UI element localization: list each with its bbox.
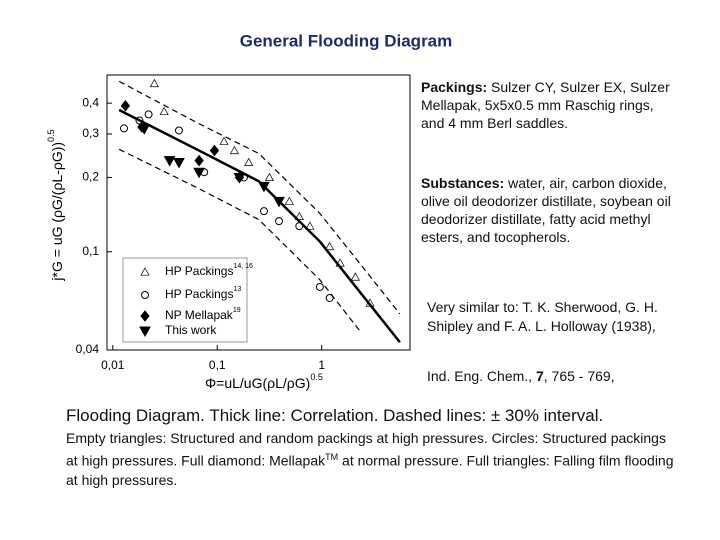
legend-name: HP Packings	[165, 264, 233, 278]
point	[315, 282, 324, 291]
point	[209, 144, 220, 157]
point	[138, 124, 151, 135]
interval-line	[118, 80, 401, 315]
point	[273, 196, 285, 208]
correlation-line	[118, 108, 401, 344]
legend-ref: 13	[233, 286, 241, 293]
legend-ref: 19	[233, 307, 241, 314]
point	[264, 172, 275, 181]
point	[305, 221, 315, 230]
point	[294, 211, 304, 221]
legend-marker	[140, 267, 150, 276]
point	[284, 196, 294, 205]
packings-head: Packings:	[421, 79, 488, 95]
legend-name: NP Mellapak	[165, 308, 234, 322]
point	[159, 106, 169, 116]
trademark: TM	[325, 452, 339, 462]
journal: Ind. Eng. Chem.,	[427, 368, 533, 384]
x-axis-label-exp: 0.5	[310, 372, 323, 382]
point	[350, 272, 360, 281]
plot-frame	[106, 74, 411, 351]
legend-name: HP Packings	[165, 287, 233, 301]
point	[135, 116, 144, 125]
point	[365, 298, 375, 307]
legend-name: This work	[165, 323, 217, 337]
legend-label: This work	[165, 323, 217, 337]
y-tick-label: 0,04	[76, 342, 100, 356]
x-tick-label: 0,01	[101, 358, 125, 372]
legend-marker	[141, 291, 149, 299]
point	[229, 145, 240, 155]
point	[233, 172, 246, 184]
point	[173, 157, 185, 169]
legend-label: NP Mellapak19	[165, 307, 241, 322]
legend-label: HP Packings14, 16	[165, 263, 253, 278]
point	[258, 181, 270, 193]
point	[174, 126, 183, 135]
point	[295, 222, 304, 231]
caption-title: Flooding Diagram. Thick line: Correlatio…	[66, 406, 604, 425]
packings-note: Packings: Sulzer CY, Sulzer EX, Sulzer M…	[421, 78, 671, 132]
y-axis-label-main: j*G = uG (ρG/(ρL-ρG))	[49, 142, 65, 282]
point	[119, 124, 128, 133]
point	[259, 207, 268, 216]
caption-body: Empty triangles: Structured and random p…	[66, 429, 676, 490]
point	[120, 100, 131, 112]
substances-text: water, air, carbon dioxide, olive oil de…	[421, 175, 671, 245]
point	[325, 241, 335, 251]
packings-text: Sulzer CY, Sulzer EX, Sulzer Mellapak, 5…	[421, 79, 670, 131]
y-tick-label: 0,2	[82, 170, 99, 184]
point	[194, 154, 204, 167]
y-tick-label: 0,1	[82, 244, 99, 258]
x-tick-label: 0,1	[209, 358, 226, 372]
legend-label: HP Packings13	[165, 286, 241, 301]
legend-ref: 14, 16	[233, 263, 253, 270]
volume: 7	[535, 368, 544, 384]
caption-body-1: Empty triangles: Structured and random p…	[66, 430, 666, 469]
point	[144, 110, 153, 119]
point	[193, 167, 205, 179]
y-axis-label: j*G = uG (ρG/(ρL-ρG))0.5	[46, 129, 64, 281]
y-tick-label: 0,4	[82, 95, 99, 109]
point	[275, 217, 284, 226]
reference-note: Very similar to: T. K. Sherwood, G. H. S…	[427, 299, 658, 334]
point	[244, 157, 254, 167]
point	[325, 293, 334, 302]
point	[219, 136, 229, 145]
x-tick-label: 1	[318, 358, 325, 372]
chart-title: General Flooding Diagram	[240, 31, 453, 50]
point	[335, 258, 345, 267]
caption-body-2: at normal pressure. Full triangles: Fall…	[66, 452, 674, 488]
point	[163, 156, 176, 167]
x-axis-label: Φ=uL/uG(ρL/ρG)0.5	[205, 372, 323, 390]
x-axis-label-main: Φ=uL/uG(ρL/ρG)	[205, 375, 310, 391]
y-axis-label-exp: 0.5	[46, 129, 56, 142]
legend-marker	[139, 326, 151, 338]
pages: , 765 - 769,	[543, 368, 615, 384]
y-tick-label: 0,3	[82, 126, 99, 140]
point	[149, 78, 159, 88]
substances-head: Substances:	[421, 175, 505, 191]
legend-marker	[140, 310, 150, 322]
plot-area	[118, 78, 401, 344]
substances-note: Substances: water, air, carbon dioxide, …	[421, 174, 671, 246]
journal-note: Ind. Eng. Chem., 7, 765 - 769,	[427, 368, 667, 384]
